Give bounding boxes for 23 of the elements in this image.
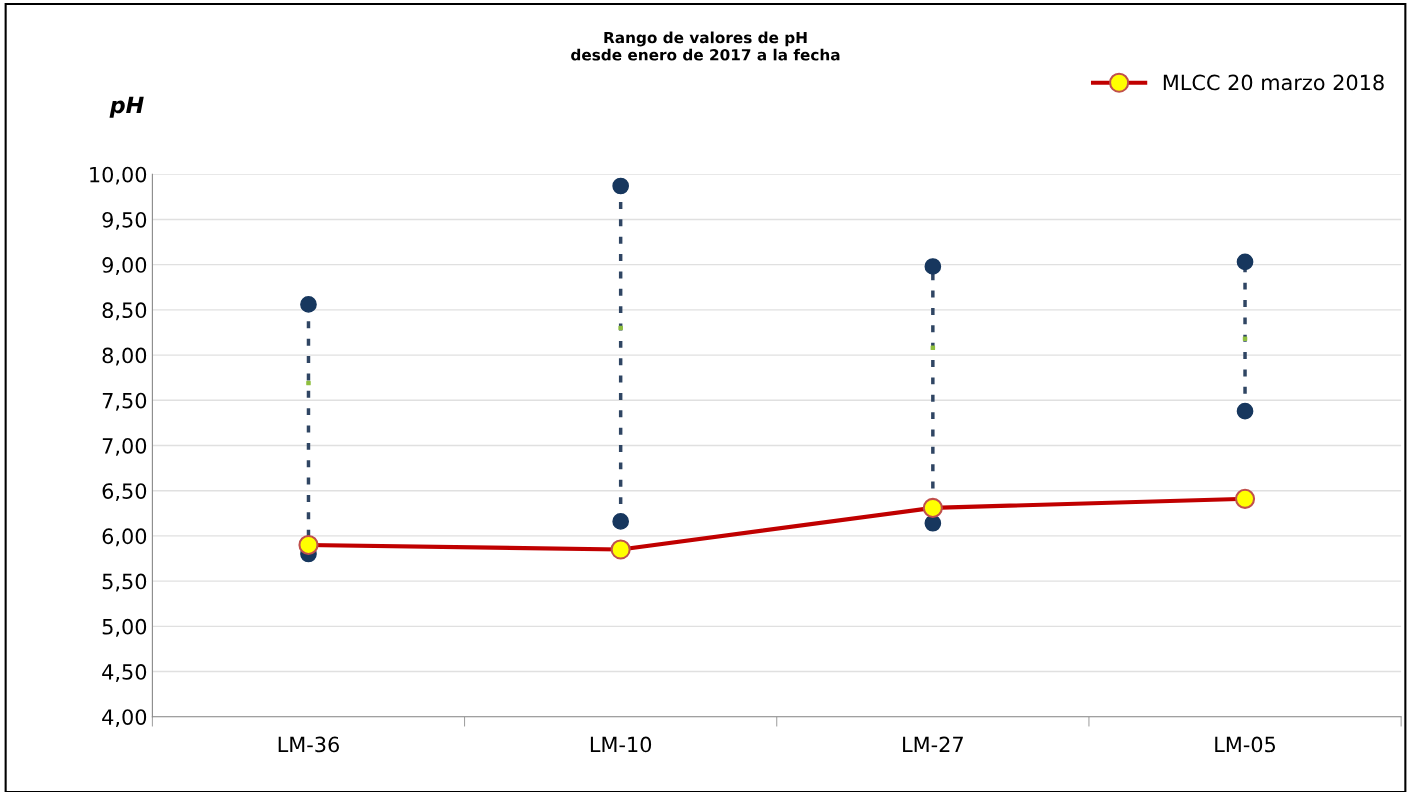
y-tick-label: 8,00 <box>102 347 147 366</box>
y-tick-label: 10,00 <box>90 166 147 185</box>
y-tick-label: 6,00 <box>102 528 147 547</box>
y-tick-label: 4,00 <box>102 709 147 728</box>
y-tick-label: 6,50 <box>102 483 147 502</box>
point <box>306 380 311 386</box>
chart-title: Rango de valores de pH desde enero de 2017 a la fecha <box>571 31 840 61</box>
x-tick-label: LM-27 <box>903 736 963 753</box>
y-tick-label: 9,50 <box>102 211 147 230</box>
point <box>612 177 629 195</box>
y-tick-label: 8,50 <box>102 302 147 321</box>
x-tick-label: LM-05 <box>1215 736 1276 753</box>
point <box>618 325 623 331</box>
x-tick-label: LM-36 <box>278 736 339 753</box>
y-tick-label: 9,00 <box>102 257 147 275</box>
y-tick-label: 7,50 <box>102 392 147 411</box>
y-tick-label: 7,00 <box>102 437 147 456</box>
y-tick-label: 5,50 <box>102 573 147 592</box>
legend-label: MLCC 20 marzo 2018 <box>1163 74 1384 91</box>
x-tick-label: LM-10 <box>590 736 652 753</box>
y-tick-label: 5,00 <box>102 618 147 637</box>
y-tick-label: 4,50 <box>102 664 147 682</box>
y-axis-title: pH <box>109 96 144 118</box>
